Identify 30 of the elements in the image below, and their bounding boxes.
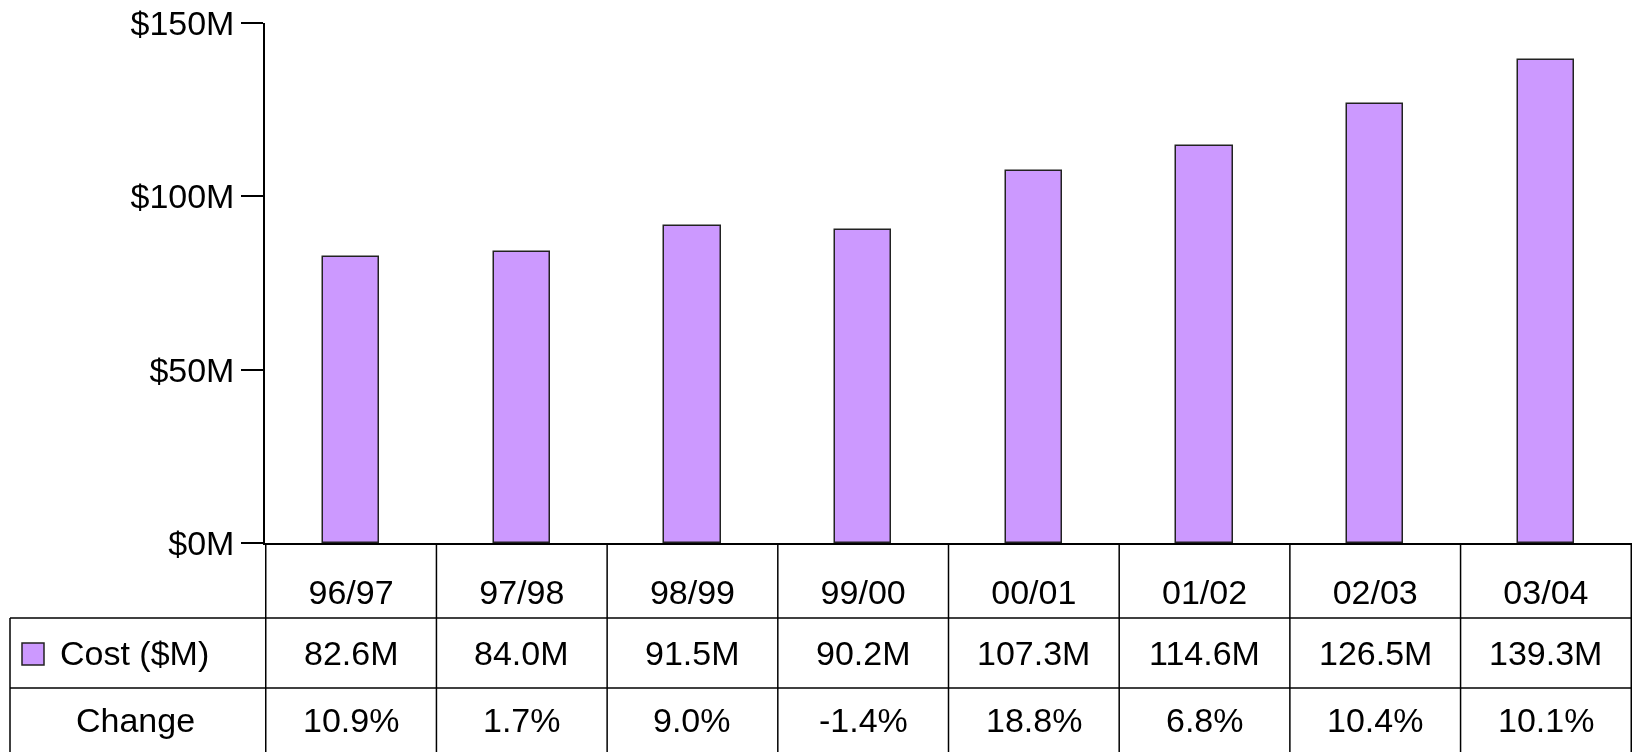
data-label: 91.5M [645,634,740,672]
data-label: 82.6M [304,634,399,672]
data-label: 90.2M [816,634,911,672]
x-tick-label: 01/02 [1161,572,1248,611]
text: 10.9% [303,701,400,739]
data-label: 84.0M [474,634,569,672]
x-tick-label: 99/00 [820,572,906,611]
text: 6.8% [1166,701,1244,739]
data-label: 114.6M [1149,634,1260,672]
data-label: 126.5M [1319,634,1433,672]
data-label: 107.3M [977,634,1091,672]
x-tick-label: 02/03 [1332,572,1418,611]
x-tick-label: 03/04 [1503,572,1589,611]
text: 10.1% [1498,701,1595,739]
legend-label: Cost ($M) [60,634,210,672]
y-tick-label: $50M [149,350,235,389]
y-tick-label: $100M [130,177,235,216]
text: 18.8% [986,701,1083,739]
y-tick-label: $150M [130,3,235,42]
text: 9.0% [653,701,731,739]
y-tick-label: $0M [168,523,235,562]
text: -1.4% [819,701,908,739]
x-tick-label: 00/01 [991,572,1077,611]
x-tick-label: 96/97 [308,572,394,611]
x-tick-label: 97/98 [479,572,565,611]
text: 10.4% [1327,701,1424,739]
text: 1.7% [483,701,561,739]
text: Change [76,701,196,739]
x-tick-label: 98/99 [649,572,736,611]
data-label: 139.3M [1489,634,1603,672]
